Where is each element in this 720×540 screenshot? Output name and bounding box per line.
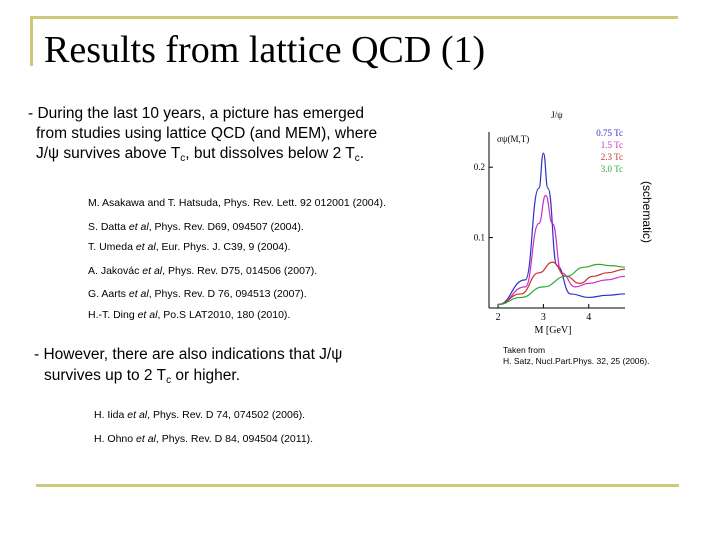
second-line-1: - However, there are also indications th…: [34, 346, 343, 363]
reference-source: , Phys. Rev. D 84, 094504 (2011).: [155, 433, 314, 445]
series-line-4: [498, 263, 626, 306]
title-accent-top: [30, 16, 678, 19]
reference-etal: et al: [136, 433, 156, 445]
caption-line-1: Taken from: [503, 345, 546, 355]
caption-line-2: H. Satz, Nucl.Part.Phys. 32, 25 (2006).: [503, 356, 650, 366]
reference-item: H.-T. Ding et al, Po.S LAT2010, 180 (201…: [88, 309, 290, 321]
y-axis-label: σψ(M,T): [497, 134, 529, 144]
main-line-3-pre: J/ψ survives above T: [36, 145, 181, 162]
reference-item: S. Datta et al, Phys. Rev. D69, 094507 (…: [88, 221, 304, 233]
x-tick-label: 4: [586, 312, 591, 323]
reference-author: H. Iida: [94, 409, 128, 421]
main-line-3: J/ψ survives above Tc, but dissolves bel…: [28, 144, 448, 169]
reference-source: , Phys. Rev. D75, 014506 (2007).: [162, 265, 318, 277]
reference-etal: et al: [135, 241, 156, 253]
reference-source: , Phys. Rev. D 74, 074502 (2006).: [147, 409, 306, 421]
legend-entry-3: 2.3 Tc: [601, 152, 623, 162]
reference-author: H. Ohno: [94, 433, 137, 445]
reference-text: M. Asakawa and T. Hatsuda, Phys. Rev. Le…: [88, 197, 386, 209]
reference-author: S. Datta: [88, 221, 129, 233]
second-bullet: - However, there are also indications th…: [34, 344, 454, 391]
main-line-2: from studies using lattice QCD (and MEM)…: [36, 125, 378, 142]
y-tick-label: 0.2: [474, 162, 485, 172]
second-line-2-sub: c: [166, 375, 172, 386]
schematic-label: (schematic): [640, 172, 654, 252]
y-tick-label: 0.1: [474, 233, 485, 243]
spectral-function-plot: 0.1 0.2 2 3 4 J/ψ σψ(M,T) M [GeV] 0.75 Tc 1.5 Tc 2…: [455, 110, 635, 346]
reference-author: H.-T. Ding: [88, 309, 138, 321]
second-line-2-pre: survives up to 2 T: [44, 367, 167, 384]
reference-etal: et al: [128, 288, 149, 300]
reference-item: M. Asakawa and T. Hatsuda, Phys. Rev. Le…: [88, 197, 386, 209]
main-line-3-sub: c: [180, 153, 186, 164]
schematic-label-text: (schematic): [640, 180, 654, 243]
reference-source: , Po.S LAT2010, 180 (2010).: [157, 309, 291, 321]
reference-etal: et al: [128, 221, 149, 233]
reference-author: T. Umeda: [88, 241, 136, 253]
reference-source: , Eur. Phys. J. C39, 9 (2004).: [155, 241, 291, 253]
figure-caption: Taken from H. Satz, Nucl.Part.Phys. 32, …: [503, 345, 649, 367]
slide-title: Results from lattice QCD (1): [44, 29, 486, 71]
reference-item: G. Aarts et al, Phys. Rev. D 76, 094513 …: [88, 288, 307, 300]
legend-entry-4: 3.0 Tc: [601, 164, 623, 174]
reference-source: , Phys. Rev. D69, 094507 (2004).: [148, 221, 304, 233]
bottom-accent: [36, 484, 679, 487]
main-line-3-sub2: c: [354, 153, 360, 164]
main-line-1: - During the last 10 years, a picture ha…: [28, 105, 365, 122]
reference-source: , Phys. Rev. D 76, 094513 (2007).: [148, 288, 307, 300]
reference-etal: et al: [127, 409, 148, 421]
legend-entry-1: 0.75 Tc: [596, 128, 623, 138]
x-tick-label: 3: [541, 312, 546, 323]
reference-item: A. Jakovác et al, Phys. Rev. D75, 014506…: [88, 265, 317, 277]
series-line-2: [498, 194, 626, 306]
main-bullet: - During the last 10 years, a picture ha…: [28, 104, 448, 169]
reference-author: A. Jakovác: [88, 265, 143, 277]
legend-entry-2: 1.5 Tc: [601, 140, 623, 150]
title-accent-left: [30, 16, 33, 66]
main-line-3-mid: , but dissolves below 2 T: [185, 145, 355, 162]
reference-etal: et al: [142, 265, 163, 277]
reference-item: H. Ohno et al, Phys. Rev. D 84, 094504 (…: [94, 433, 313, 445]
reference-etal: et al: [137, 309, 158, 321]
second-line-2: survives up to 2 Tc or higher.: [34, 365, 454, 391]
main-line-3-end: .: [359, 145, 365, 162]
series-line-1: [497, 152, 626, 306]
reference-item: H. Iida et al, Phys. Rev. D 74, 074502 (…: [94, 409, 305, 421]
plot-svg: 0.1 0.2 2 3 4 J/ψ σψ(M,T) M [GeV] 0.75 Tc 1.5 Tc 2…: [474, 110, 626, 336]
x-tick-label: 2: [496, 312, 501, 323]
chart-title: J/ψ: [551, 110, 563, 120]
reference-item: T. Umeda et al, Eur. Phys. J. C39, 9 (20…: [88, 241, 291, 253]
second-line-2-end: or higher.: [171, 367, 240, 384]
x-axis-label: M [GeV]: [535, 325, 572, 336]
reference-author: G. Aarts: [88, 288, 129, 300]
